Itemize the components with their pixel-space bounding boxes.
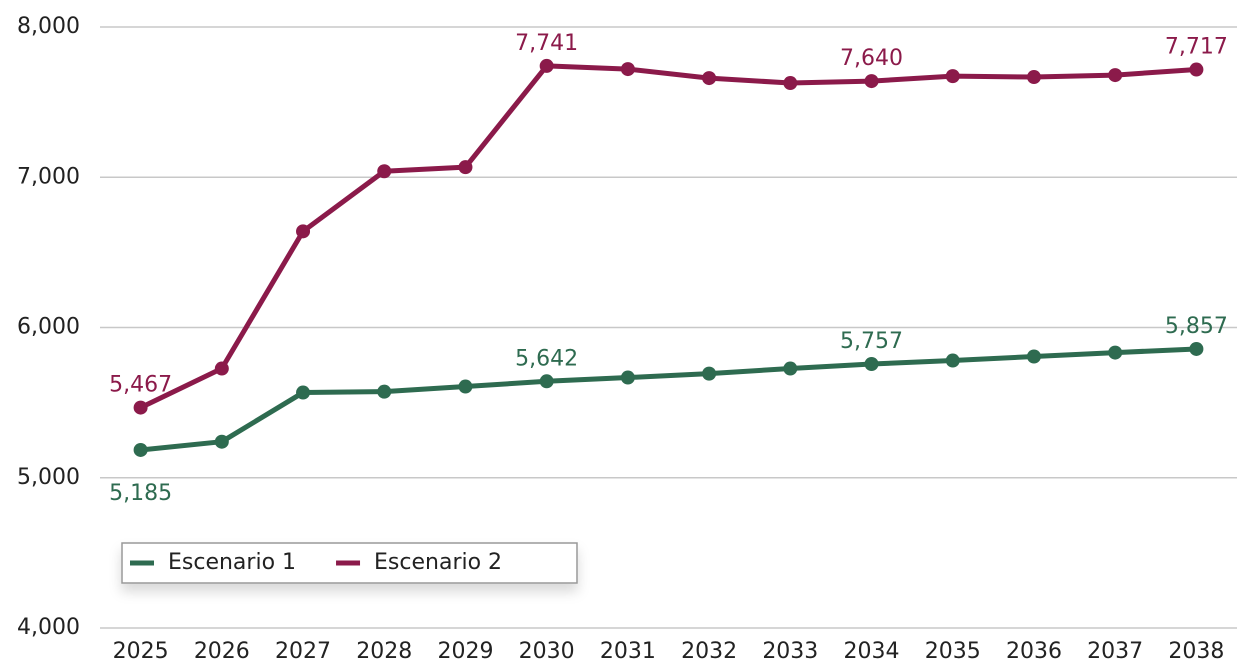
x-tick-label: 2029 <box>437 639 493 664</box>
x-tick-label: 2030 <box>519 639 575 664</box>
point <box>1026 70 1041 85</box>
x-tick-label: 2027 <box>275 639 331 664</box>
legend-box <box>121 542 578 584</box>
point <box>1189 341 1204 356</box>
legend-label: Escenario 2 <box>374 550 502 575</box>
point <box>783 361 798 376</box>
point <box>1108 345 1123 360</box>
data-label: 7,741 <box>515 31 578 56</box>
data-label: 5,642 <box>515 346 578 371</box>
point <box>702 71 717 86</box>
point <box>783 76 798 91</box>
point <box>702 366 717 381</box>
point <box>377 164 392 179</box>
point <box>620 370 635 385</box>
x-tick-label: 2035 <box>925 639 981 664</box>
x-tick-label: 2026 <box>194 639 250 664</box>
point <box>377 384 392 399</box>
point <box>539 374 554 389</box>
x-tick-label: 2034 <box>844 639 900 664</box>
point <box>1189 62 1204 77</box>
x-tick-label: 2036 <box>1006 639 1062 664</box>
point <box>133 442 148 457</box>
data-label: 5,185 <box>109 481 172 506</box>
x-tick-label: 2038 <box>1168 639 1224 664</box>
legend-label: Escenario 1 <box>168 550 296 575</box>
point <box>945 69 960 84</box>
point <box>539 58 554 73</box>
data-label: 5,467 <box>109 373 172 398</box>
y-tick-label: 4,000 <box>17 615 80 640</box>
x-tick-label: 2033 <box>762 639 818 664</box>
point <box>1108 68 1123 83</box>
point <box>1026 349 1041 364</box>
point <box>864 74 879 89</box>
point <box>458 379 473 394</box>
x-tick-label: 2037 <box>1087 639 1143 664</box>
data-label: 5,857 <box>1165 314 1228 339</box>
point <box>620 62 635 77</box>
point <box>133 400 148 415</box>
x-tick-label: 2031 <box>600 639 656 664</box>
data-label: 7,640 <box>840 46 903 71</box>
y-tick-label: 6,000 <box>17 315 80 340</box>
y-tick-label: 8,000 <box>17 14 80 39</box>
point <box>214 434 229 449</box>
point <box>214 361 229 376</box>
x-tick-label: 2025 <box>113 639 169 664</box>
data-label: 7,717 <box>1165 35 1228 60</box>
y-tick-label: 5,000 <box>17 465 80 490</box>
point <box>458 160 473 175</box>
series-line <box>140 346 1197 453</box>
data-label: 5,757 <box>840 329 903 354</box>
point <box>296 385 311 400</box>
legend: Escenario 1 Escenario 2 <box>121 542 578 584</box>
point <box>296 224 311 239</box>
point <box>945 353 960 368</box>
x-tick-label: 2032 <box>681 639 737 664</box>
x-tick-label: 2028 <box>356 639 412 664</box>
series-line <box>139 63 1197 410</box>
point <box>864 357 879 372</box>
y-tick-label: 7,000 <box>17 164 80 189</box>
